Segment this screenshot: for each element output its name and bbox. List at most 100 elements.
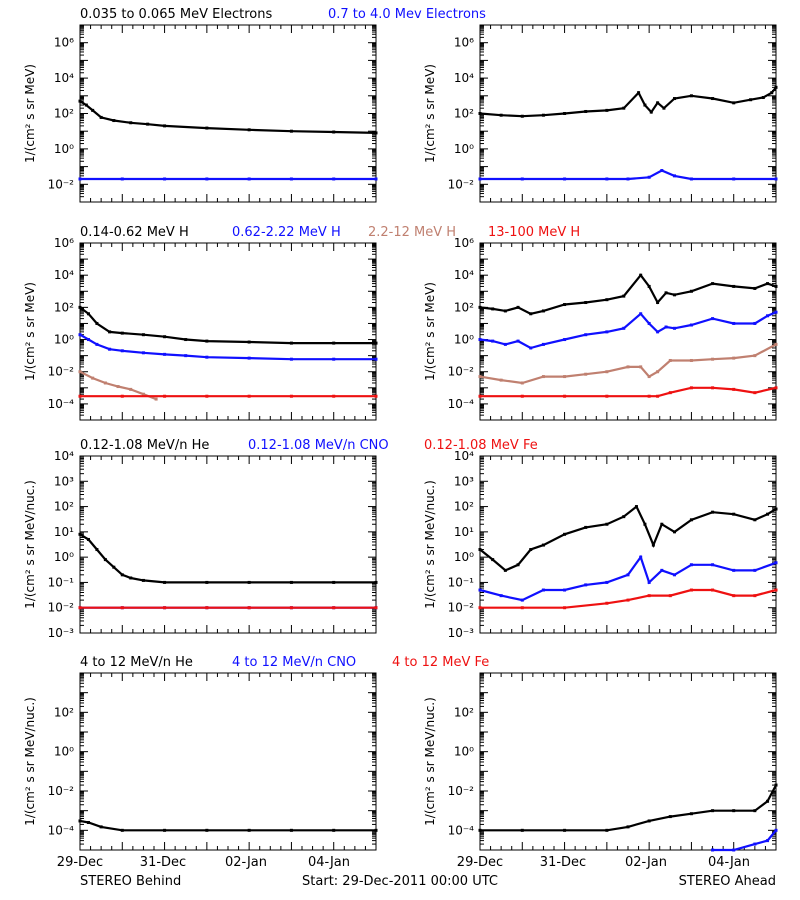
data-point	[605, 394, 609, 398]
x-tick-label: 29-Dec	[457, 855, 503, 870]
data-point	[622, 326, 626, 330]
y-tick-label: 10⁻³	[48, 626, 75, 640]
data-point	[753, 594, 757, 598]
data-point	[520, 114, 524, 118]
data-point	[289, 129, 293, 133]
legend-row-2-item-1: 0.14-0.62 MeV H	[80, 225, 189, 240]
data-point	[516, 305, 520, 309]
data-point	[563, 828, 567, 832]
data-point	[605, 580, 609, 584]
data-point	[86, 821, 90, 825]
data-point	[711, 97, 715, 101]
series-line-red	[480, 386, 777, 398]
data-point	[753, 321, 757, 325]
y-tick-label: 10⁰	[454, 142, 474, 156]
y-tick-label: 10⁴	[54, 449, 74, 463]
data-point	[78, 606, 82, 610]
data-point	[651, 543, 655, 547]
data-point	[774, 783, 778, 787]
data-point	[563, 588, 567, 592]
data-point	[91, 108, 95, 112]
panel-heavy-low-ahead: 10⁻³ 10⁻² 10⁻¹ 10⁰ 10¹ 10² 10³ 10⁴ 1/(cm² s sr M…	[423, 449, 778, 640]
data-point	[205, 394, 209, 398]
data-point	[689, 323, 693, 327]
y-tick-label: 10⁻⁴	[48, 823, 75, 837]
data-point	[639, 273, 643, 277]
data-point	[732, 356, 736, 360]
data-point	[711, 809, 715, 813]
data-point	[78, 99, 82, 103]
data-point	[78, 333, 82, 337]
data-point	[634, 505, 638, 509]
legend-row-4: 4 to 12 MeV/n He 4 to 12 MeV/n CNO 4 to …	[80, 655, 489, 670]
series-line-black	[79, 306, 376, 345]
data-point	[761, 96, 765, 100]
data-point	[205, 177, 209, 181]
data-point	[774, 342, 778, 346]
data-point	[141, 392, 145, 396]
data-point	[289, 394, 293, 398]
y-tick-label: 10⁴	[454, 449, 474, 463]
data-point	[141, 333, 145, 337]
y-tick-label: 10⁻²	[48, 365, 75, 379]
data-point	[112, 565, 116, 569]
data-point	[520, 598, 524, 602]
data-point	[774, 386, 778, 390]
data-point	[289, 580, 293, 584]
data-point	[605, 298, 609, 302]
data-point	[770, 91, 774, 95]
data-point	[637, 91, 641, 95]
data-point	[711, 282, 715, 286]
data-point	[673, 573, 677, 577]
panel-electrons-ahead: 10⁻² 10⁰ 10² 10⁴ 10⁶ 1/(cm² s sr MeV)	[423, 24, 778, 203]
y-tick-label: 10⁻¹	[448, 575, 475, 589]
data-point	[491, 558, 495, 562]
legend-row-4-item-1: 4 to 12 MeV/n He	[80, 655, 193, 670]
data-point	[84, 103, 88, 107]
data-point	[78, 370, 82, 374]
data-point	[541, 375, 545, 379]
plot-frame	[79, 24, 377, 203]
data-point	[639, 312, 643, 316]
data-point	[332, 130, 336, 134]
y-tick-label: 10⁰	[54, 550, 74, 564]
data-point	[732, 809, 736, 813]
data-point	[247, 580, 251, 584]
data-point	[563, 112, 567, 115]
data-point	[374, 606, 378, 610]
data-point	[673, 97, 677, 101]
data-point	[732, 101, 736, 105]
data-point	[689, 289, 693, 293]
legend-row-4-item-3: 4 to 12 MeV Fe	[392, 655, 489, 670]
data-point	[520, 381, 524, 385]
data-point	[584, 333, 588, 337]
data-point	[478, 588, 482, 592]
data-point	[332, 828, 336, 832]
data-point	[668, 358, 672, 362]
data-point	[163, 177, 167, 181]
series-line-black	[79, 819, 376, 832]
x-tick-label: 04-Jan	[308, 855, 350, 870]
data-point	[689, 358, 693, 362]
data-point	[766, 314, 770, 318]
data-point	[647, 819, 651, 823]
data-point	[129, 121, 133, 125]
data-point	[541, 543, 545, 547]
y-axis-label: 1/(cm² s sr MeV/nuc.)	[23, 480, 37, 609]
data-point	[99, 825, 103, 829]
data-point	[205, 339, 209, 343]
data-point	[541, 113, 545, 117]
data-point	[86, 537, 90, 541]
data-point	[774, 310, 778, 314]
plot-frame	[479, 672, 777, 851]
data-point	[163, 828, 167, 832]
data-point	[622, 515, 626, 519]
data-point	[99, 115, 103, 119]
data-point	[129, 576, 133, 580]
data-point	[563, 303, 567, 307]
x-tick-label: 02-Jan	[225, 855, 267, 870]
data-point	[103, 558, 107, 562]
data-point	[689, 386, 693, 390]
data-point	[247, 177, 251, 181]
